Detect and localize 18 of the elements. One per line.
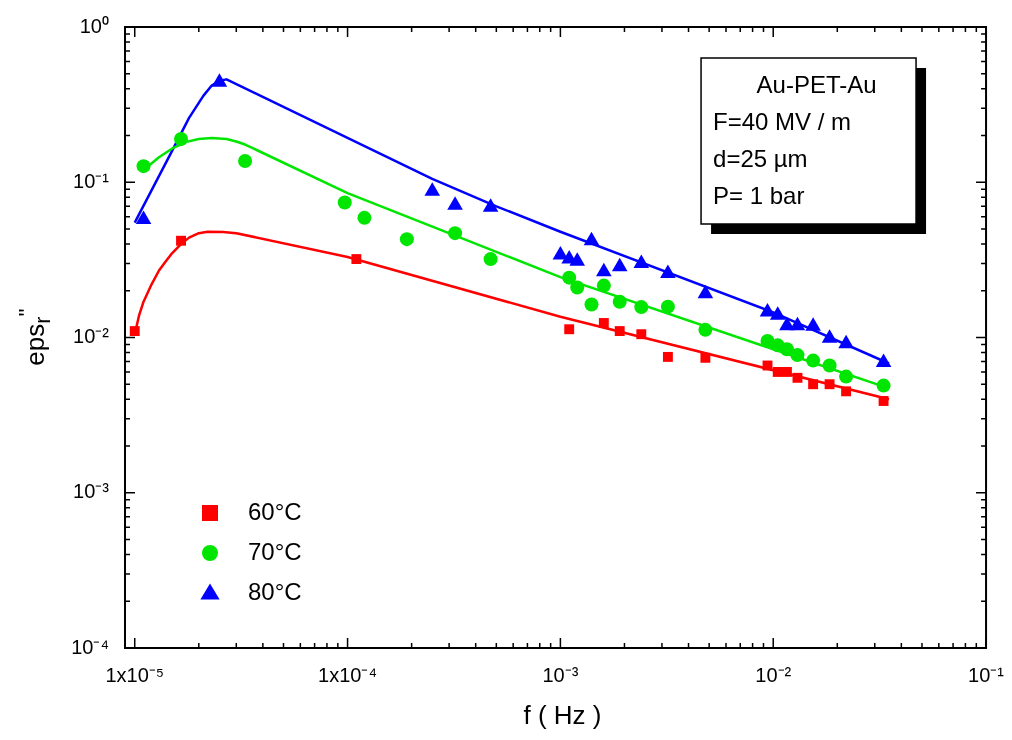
- y-tick-label: 10⁻³: [73, 480, 110, 503]
- x-tick-label: 1x10⁻⁵: [105, 663, 165, 686]
- y-tick-label: 10⁻⁴: [71, 635, 109, 658]
- legend-label: 60°C: [248, 497, 302, 525]
- annotation: d=25 µm: [713, 144, 808, 172]
- x-tick-label: 10⁻³: [542, 663, 579, 686]
- legend-label: 80°C: [248, 577, 302, 605]
- annotation: P= 1 bar: [713, 181, 805, 209]
- x-tick-label: 10⁻²: [755, 663, 792, 686]
- x-tick-label: 1x10⁻⁴: [318, 663, 378, 686]
- annotation: F=40 MV / m: [713, 107, 852, 135]
- y-tick-label: 10⁻¹: [73, 169, 110, 192]
- annotation: Au-PET-Au: [756, 70, 877, 98]
- y-tick-label: 10⁻²: [73, 325, 110, 348]
- x-tick-label: 10⁻¹: [968, 663, 1005, 686]
- x-axis-title: f ( Hz ): [522, 700, 603, 731]
- y-tick-label: 10⁰: [79, 14, 109, 37]
- legend-label: 70°C: [248, 537, 302, 565]
